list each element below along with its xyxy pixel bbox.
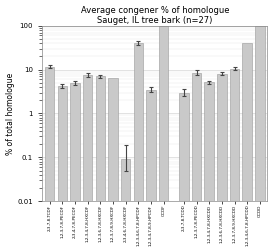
Bar [217,74,227,252]
Bar [58,86,67,252]
Bar [242,43,252,252]
Bar [230,69,239,252]
Bar [96,76,105,252]
Title: Average congener % of homologue
Sauget, IL tree bark (n=27): Average congener % of homologue Sauget, … [81,6,229,25]
Bar [133,43,143,252]
Bar [83,75,93,252]
Bar [146,90,156,252]
Bar [179,92,189,252]
Bar [108,78,118,252]
Bar [70,83,80,252]
Bar [255,26,265,252]
Bar [45,67,54,252]
Bar [121,159,130,252]
Bar [204,82,214,252]
Bar [159,26,168,252]
Y-axis label: % of total homologue: % of total homologue [5,72,14,155]
Bar [192,73,201,252]
